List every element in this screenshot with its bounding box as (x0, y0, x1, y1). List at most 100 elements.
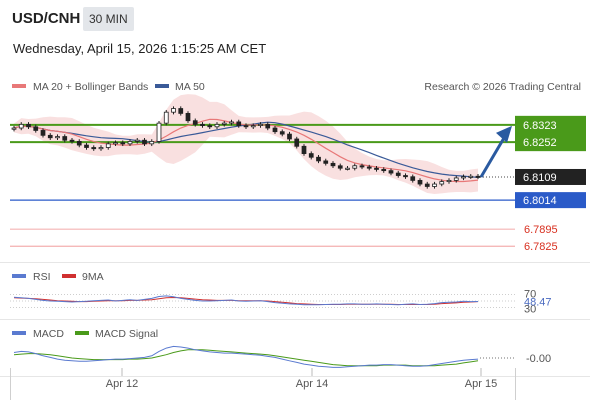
instrument-title: USD/CNH (12, 10, 81, 27)
datetime-label: Wednesday, April 15, 2026 1:15:25 AM CET (13, 41, 267, 56)
candle-body (388, 170, 394, 174)
current-tag (515, 168, 586, 185)
candle-body (410, 176, 416, 181)
macd-legend: MACD MACD Signal (12, 328, 158, 340)
main-legend: MA 20 + Bollinger Bands MA 50 Research ©… (12, 81, 581, 93)
candle-body (236, 121, 242, 126)
credit-label: Research © 2026 Trading Central (424, 81, 581, 93)
candlesticks (11, 106, 481, 189)
candle-body (294, 138, 300, 147)
candle-body (272, 127, 278, 133)
rsi-legend-label: RSI (33, 271, 51, 283)
rsi-tick-30: 30 (524, 303, 536, 315)
candle-body (265, 123, 271, 129)
candle-body (374, 167, 379, 170)
candle-body (279, 131, 285, 135)
rsi-ma-legend-swatch (62, 274, 76, 278)
candle-body (18, 123, 24, 129)
forecast-arrow-shaft (479, 132, 509, 178)
candle-body (439, 181, 445, 185)
candle-body (395, 172, 401, 176)
candle-body (84, 144, 89, 148)
candle-body (127, 141, 133, 145)
pivot-value: 6.8014 (523, 195, 557, 207)
bollinger-bands (14, 94, 478, 194)
macd-legend-label: MACD (33, 328, 64, 340)
candle-body (250, 125, 256, 128)
macd-value: -0.00 (526, 353, 551, 365)
candle-body (221, 122, 227, 125)
rsi-tick-70: 70 (524, 289, 536, 301)
candle-body (323, 160, 329, 164)
candle-body (424, 183, 430, 187)
candle-body (185, 112, 191, 122)
candle-body (287, 133, 292, 140)
chart-header: USD/CNH 30 MIN (0, 0, 590, 36)
candle-body (200, 123, 205, 126)
rsi-ma-legend-label: 9MA (82, 271, 104, 283)
candle-body (113, 142, 118, 145)
candle-body (62, 136, 68, 141)
candle-body (352, 165, 358, 169)
candle-body (214, 123, 220, 128)
level-tags: 6.8323 6.8252 6.8109 6.8014 6.7895 6.7825 (515, 115, 586, 253)
candle-body (243, 125, 249, 128)
candle-body (468, 175, 474, 178)
macd-legend-swatch (12, 331, 26, 335)
support-1-value: 6.7895 (524, 224, 558, 236)
candle-body (453, 177, 459, 181)
candle-body (192, 120, 198, 125)
candle-body (417, 179, 423, 185)
macd-signal-line (13, 349, 479, 367)
candle-body (55, 136, 60, 139)
candle-body (432, 183, 437, 187)
candle-body (156, 122, 162, 142)
candle-body (33, 126, 39, 131)
candle-body (163, 111, 169, 124)
bollinger-band-area (14, 94, 478, 194)
candle-body (308, 153, 314, 158)
macd-panel: -0.00 (13, 345, 551, 368)
candle-body (475, 175, 481, 178)
timeframe-badge[interactable]: 30 MIN (83, 7, 134, 31)
candle-body (359, 165, 365, 168)
x-axis-label: Apr 12 (106, 378, 138, 390)
candle-body (69, 139, 75, 142)
pivot-tag (515, 192, 586, 209)
candle-body (345, 167, 350, 170)
rsi-legend: RSI 9MA (12, 271, 104, 283)
forecast-arrow (479, 125, 512, 178)
support-2-value: 6.7825 (524, 241, 558, 253)
candle-body (301, 145, 307, 154)
candle-body (229, 121, 234, 124)
candle-body (26, 123, 31, 128)
candle-body (381, 169, 387, 172)
candle-body (120, 142, 126, 145)
x-axis: Apr 12 Apr 14 Apr 15 (106, 368, 497, 390)
candle-body (207, 125, 213, 128)
rsi-legend-swatch (12, 274, 26, 278)
ma50-legend-label: MA 50 (175, 81, 205, 93)
resistance-2-tag (515, 115, 586, 134)
candle-body (142, 139, 147, 145)
resistance-2-value: 6.8323 (523, 120, 557, 132)
candle-body (258, 123, 263, 126)
candle-body (91, 147, 97, 150)
candle-body (76, 141, 82, 146)
ma20-legend-label: MA 20 + Bollinger Bands (33, 81, 148, 93)
candle-body (40, 130, 46, 136)
candle-body (134, 139, 140, 142)
candle-body (461, 176, 466, 179)
candle-body (149, 141, 155, 145)
candle-body (11, 127, 17, 130)
x-axis-label: Apr 14 (296, 378, 328, 390)
resistance-1-tag (515, 133, 586, 152)
forecast-arrow-head (496, 125, 512, 143)
x-axis-label: Apr 15 (465, 378, 497, 390)
candle-body (446, 179, 452, 183)
ma20-legend-swatch (12, 84, 26, 88)
candle-body (178, 108, 184, 114)
macd-line (13, 345, 479, 368)
